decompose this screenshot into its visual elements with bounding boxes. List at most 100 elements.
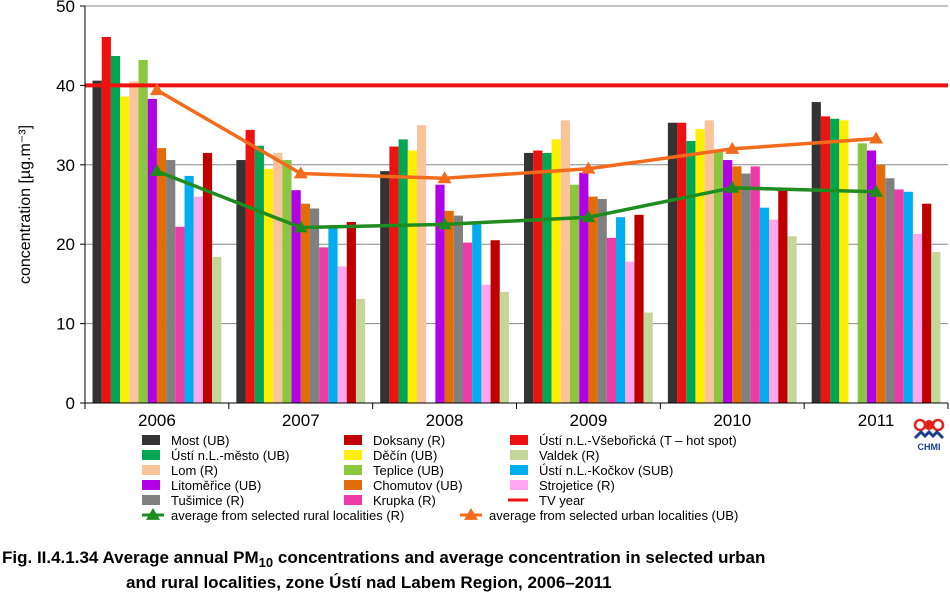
legend-label: Lom (R) (171, 463, 218, 478)
bar (202, 152, 213, 403)
bar (885, 178, 895, 403)
bar (291, 190, 301, 403)
bar (811, 102, 821, 403)
bar (713, 150, 724, 403)
bar (472, 224, 482, 403)
line-point (869, 184, 884, 197)
bar (830, 118, 840, 404)
bar (407, 150, 417, 403)
line-point (437, 217, 452, 230)
y-axis-label: concentration [µg.m⁻³] (17, 125, 34, 284)
legend-label: average from selected urban localities (… (489, 508, 738, 523)
line-point (437, 171, 452, 184)
legend-swatch (510, 480, 528, 490)
y-tick-label: 40 (56, 76, 75, 95)
y-tick-label: 0 (66, 394, 75, 413)
bar (524, 152, 534, 403)
bar (695, 129, 705, 403)
line-point (869, 131, 884, 144)
legend-marker (464, 508, 478, 520)
bar (876, 164, 886, 403)
chart: 0 10 20 30 40 50 2006 2007 2008 2009 2010 2011 conce… (17, 0, 949, 523)
y-tick-label: 50 (56, 0, 75, 16)
bar (435, 184, 445, 403)
legend-label: Ústí n.L.-město (UB) (171, 448, 289, 463)
bar (570, 184, 580, 403)
bar (346, 221, 356, 403)
x-tick-label: 2007 (282, 411, 320, 430)
legend-swatch (142, 495, 160, 505)
average-lines (149, 83, 884, 233)
bar (319, 247, 329, 403)
bar (212, 256, 222, 403)
line-point (293, 220, 308, 233)
legend-swatch (142, 465, 160, 475)
bar (750, 166, 760, 403)
legend-label: Tušimice (R) (171, 493, 244, 508)
logo-text: CHMI (917, 442, 941, 452)
x-tick-label: 2010 (713, 411, 751, 430)
bar (686, 140, 696, 404)
bar (922, 203, 932, 403)
legend-label: Most (UB) (171, 433, 230, 448)
bar (444, 210, 454, 403)
caption-rest: concentrations and average concentration… (273, 548, 766, 567)
bar (499, 291, 509, 403)
bar (147, 98, 157, 403)
bar (560, 120, 571, 403)
bars (92, 36, 941, 404)
bar (92, 80, 102, 404)
bar (616, 217, 626, 403)
legend-swatch (510, 450, 528, 460)
legend-label: Teplice (UB) (373, 463, 444, 478)
legend-label: Strojetice (R) (539, 478, 615, 493)
bar (300, 203, 310, 403)
bar (912, 233, 923, 403)
legend-label: Ústí n.L.-Kočkov (SUB) (539, 463, 673, 478)
bar (166, 160, 176, 403)
axes: 0 10 20 30 40 50 2006 2007 2008 2009 2010 2011 conce… (17, 0, 949, 430)
bar (820, 116, 831, 403)
bar (787, 236, 797, 403)
bar (282, 160, 292, 403)
bar (184, 175, 194, 403)
bar (453, 215, 463, 403)
bar (551, 139, 561, 403)
line-point (581, 210, 596, 223)
bar (542, 152, 552, 403)
bar (769, 219, 779, 403)
bar (355, 298, 366, 403)
bar (398, 139, 408, 403)
legend-label: Litoměřice (UB) (171, 478, 261, 493)
caption-subscript: 10 (258, 555, 274, 570)
figure-caption: Fig. II.4.1.34 Average annual PM10 conce… (2, 548, 948, 593)
legend-label: Chomutov (UB) (373, 478, 463, 493)
x-tick-label: 2009 (570, 411, 608, 430)
bar (337, 266, 347, 403)
bar (129, 81, 139, 404)
bar (263, 168, 274, 403)
bar (606, 237, 617, 403)
chmi-logo: CHMI (912, 418, 946, 454)
bar (625, 261, 635, 403)
y-tick-label: 30 (56, 156, 75, 175)
bar (588, 196, 598, 403)
bar (236, 160, 246, 403)
caption-prefix: Fig. II.4.1.34 Average annual PM (2, 548, 259, 567)
x-tick-label: 2011 (858, 411, 895, 430)
x-tick-label: 2008 (426, 411, 464, 430)
bar (894, 189, 904, 403)
legend-label: TV year (539, 493, 585, 508)
legend-label: Krupka (R) (373, 493, 436, 508)
legend-swatch (510, 465, 528, 475)
legend-label: Ústí n.L.-Všebořická (T – hot spot) (539, 433, 737, 448)
y-tick-label: 10 (56, 315, 75, 334)
line-point (581, 161, 596, 174)
bar (120, 96, 130, 404)
bar (723, 160, 733, 403)
bar (931, 252, 941, 403)
bar (273, 152, 283, 403)
bar (667, 122, 678, 403)
legend-swatch (142, 480, 160, 490)
legend-swatch (344, 450, 362, 460)
